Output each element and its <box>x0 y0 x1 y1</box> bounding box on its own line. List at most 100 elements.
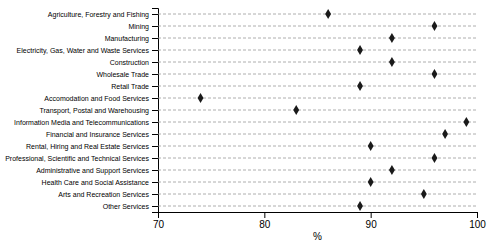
tick-mark <box>152 134 158 135</box>
row-line <box>158 146 477 147</box>
tick-label: 80 <box>259 219 271 230</box>
tick-mark <box>152 14 158 15</box>
tick: Wholesale Trade <box>96 71 158 78</box>
x-axis: 70 80 90 100 <box>153 212 486 230</box>
tick-label: Construction <box>110 59 149 66</box>
tick-mark <box>152 146 158 147</box>
tick-label: Manufacturing <box>105 35 149 43</box>
row-line <box>158 38 477 39</box>
x-axis-label: % <box>313 231 322 242</box>
axis-line <box>159 213 478 219</box>
tick-label: Rental, Hiring and Real Estate Services <box>26 143 149 151</box>
axis-line <box>152 9 159 213</box>
tick-mark <box>152 62 158 63</box>
row-line <box>158 206 477 207</box>
tick-label: Professional, Scientific and Technical S… <box>5 155 149 162</box>
point <box>389 33 395 43</box>
point <box>389 165 395 175</box>
row-line <box>158 170 477 171</box>
point <box>357 45 363 55</box>
tick: 90 <box>366 212 378 230</box>
tick-mark <box>152 122 158 123</box>
tick-label: Arts and Recreation Services <box>58 191 149 198</box>
tick-label: Accomodation and Food Services <box>44 95 149 102</box>
marks <box>158 9 477 211</box>
tick: Information Media and Telecommunications <box>14 119 158 126</box>
tick-label: Retail Trade <box>111 83 149 90</box>
row-line <box>158 50 477 51</box>
point <box>357 201 363 211</box>
tick: Accomodation and Food Services <box>44 95 158 102</box>
point <box>357 81 363 91</box>
point <box>325 9 331 19</box>
tick-mark <box>152 206 158 207</box>
row-line <box>158 74 477 75</box>
tick-label: Transport, Postal and Warehousing <box>39 107 149 115</box>
tick-label: Administrative and Support Services <box>36 167 149 175</box>
tick-mark <box>152 194 158 195</box>
tick-mark <box>477 212 478 218</box>
tick: Financial and Insurance Services <box>46 131 158 138</box>
tick-label: Other Services <box>103 203 150 210</box>
row-line <box>158 182 477 183</box>
tick: 70 <box>153 212 165 230</box>
tick: Electricity, Gas, Water and Waste Servic… <box>17 47 158 55</box>
row-line <box>158 98 477 99</box>
tick-label: Mining <box>128 23 149 31</box>
plot: 70 80 90 100 Agriculture, Forestry and Fishi… <box>5 9 486 243</box>
tick: Mining <box>128 23 158 31</box>
y-axis: Agriculture, Forestry and Fishing Mining M… <box>5 9 158 213</box>
tick-label: Information Media and Telecommunications <box>14 119 149 126</box>
point <box>293 105 299 115</box>
tick: Manufacturing <box>105 35 158 43</box>
row-line <box>158 62 477 63</box>
tick: Rental, Hiring and Real Estate Services <box>26 143 158 151</box>
tick-mark <box>264 212 265 218</box>
row-line <box>158 134 477 135</box>
point <box>432 21 438 31</box>
row-line <box>158 122 477 123</box>
tick-label: 70 <box>153 219 165 230</box>
chart: 70 80 90 100 Agriculture, Forestry and Fishi… <box>0 0 491 246</box>
row-line <box>158 158 477 159</box>
tick-mark <box>152 182 158 183</box>
tick-mark <box>152 38 158 39</box>
point <box>432 153 438 163</box>
tick: Administrative and Support Services <box>36 167 158 175</box>
tick: 100 <box>469 212 486 230</box>
tick-mark <box>152 50 158 51</box>
tick-label: Agriculture, Forestry and Fishing <box>48 11 149 19</box>
tick: Agriculture, Forestry and Fishing <box>48 11 158 19</box>
row-line <box>158 14 477 15</box>
tick-mark <box>152 74 158 75</box>
row-line <box>158 110 477 111</box>
point <box>389 57 395 67</box>
row-line <box>158 86 477 87</box>
tick-label: Wholesale Trade <box>96 71 149 78</box>
point <box>442 129 448 139</box>
tick: 80 <box>259 212 271 230</box>
tick-mark <box>152 170 158 171</box>
point <box>463 117 469 127</box>
tick-mark <box>152 110 158 111</box>
tick: Arts and Recreation Services <box>58 191 158 198</box>
tick: Retail Trade <box>111 83 158 90</box>
tick-mark <box>152 26 158 27</box>
tick: Other Services <box>103 203 158 210</box>
tick-mark <box>152 98 158 99</box>
tick-label: 90 <box>366 219 378 230</box>
point <box>368 177 374 187</box>
tick-mark <box>152 158 158 159</box>
point <box>198 93 204 103</box>
tick: Construction <box>110 59 158 66</box>
tick: Professional, Scientific and Technical S… <box>5 155 158 162</box>
point <box>368 141 374 151</box>
point <box>421 189 427 199</box>
point <box>432 69 438 79</box>
tick-label: Health Care and Social Assistance <box>42 179 149 186</box>
tick-label: Financial and Insurance Services <box>46 131 150 138</box>
tick-mark <box>371 212 372 218</box>
tick-label: Electricity, Gas, Water and Waste Servic… <box>17 47 150 55</box>
tick: Health Care and Social Assistance <box>42 179 158 186</box>
row-line <box>158 26 477 27</box>
